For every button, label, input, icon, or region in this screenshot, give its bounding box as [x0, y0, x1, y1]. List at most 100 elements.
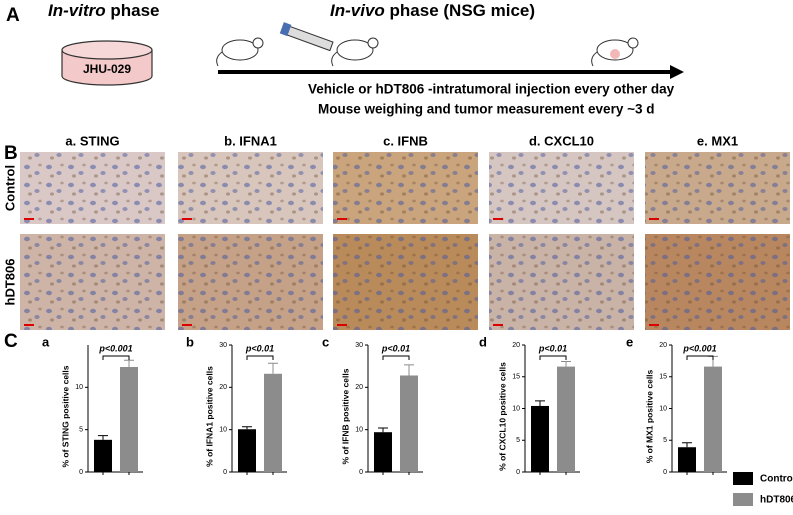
error-bar [124, 359, 134, 368]
bar [238, 429, 256, 472]
p-value: p<0.01 [381, 343, 410, 353]
y-tick-label: 10 [355, 427, 363, 434]
column-label: d. CXCL10 [529, 133, 594, 148]
chart-label: a [42, 334, 50, 349]
error-bar [404, 364, 414, 376]
arrow-head [670, 65, 684, 79]
y-axis-label: % of IFNA1 positive cells [204, 366, 214, 467]
y-tick-label: 10 [659, 405, 667, 412]
y-tick-label: 0 [516, 469, 520, 476]
y-tick-label: 20 [512, 342, 520, 349]
panel-label: A [6, 5, 20, 26]
significance-bracket [686, 355, 714, 360]
bar [400, 375, 418, 472]
scale-bar [337, 218, 347, 220]
error-bar [268, 362, 278, 374]
error-bar [242, 426, 252, 430]
p-value: p<0.001 [98, 343, 132, 353]
bar [704, 366, 722, 472]
bar [374, 432, 392, 472]
mice [216, 37, 639, 67]
y-tick-label: 10 [512, 405, 520, 412]
ihc-texture [645, 234, 790, 330]
ihc-texture [20, 234, 165, 330]
p-value: p<0.01 [245, 343, 274, 353]
y-tick-label: 15 [659, 374, 667, 381]
ihc-texture [333, 152, 478, 224]
ihc-grid: a. STING b. IFNA1 c. IFNB d. CXCL10 e. MX1 Co… [2, 133, 790, 330]
note: Vehicle or hDT806 -intratumoral injectio… [308, 82, 675, 97]
error-bar [561, 361, 571, 367]
column-label: a. STING [65, 133, 119, 148]
y-tick-label: 5 [663, 437, 667, 444]
scale-bar [649, 218, 659, 220]
y-tick-label: 20 [219, 384, 227, 391]
cell-line: JHU-029 [83, 62, 131, 76]
panel-label: C [4, 331, 18, 352]
y-tick-label: 0 [359, 469, 363, 476]
legend-swatch [733, 472, 753, 485]
legend-label: Control [760, 474, 793, 485]
ihc-texture [20, 152, 165, 224]
row-label: hDT806 [2, 259, 17, 306]
bar [120, 367, 138, 472]
error-bar [682, 442, 692, 448]
scale-bar [24, 218, 34, 220]
p-value: p<0.01 [538, 343, 567, 353]
y-axis-label: % of STING positive cells [60, 365, 70, 467]
y-tick-label: 20 [659, 342, 667, 349]
significance-bracket [382, 355, 410, 360]
bar [531, 405, 549, 472]
scale-bar [493, 218, 503, 220]
y-tick-label: 0 [663, 469, 667, 476]
scale-bar [493, 324, 503, 326]
y-tick-label: 30 [219, 342, 227, 349]
scale-bar [182, 218, 192, 220]
y-tick-label: 20 [355, 384, 363, 391]
significance-bracket [539, 355, 567, 360]
in-vitro-title: In-vitro phase [48, 1, 159, 20]
bar [678, 447, 696, 472]
y-axis-label: % of CXCL10 positive cells [497, 362, 507, 471]
ihc-texture [489, 234, 634, 330]
scale-bar [182, 324, 192, 326]
error-bar [98, 435, 108, 440]
y-axis-label: % of MX1 positive cells [644, 369, 654, 463]
dish [61, 40, 153, 86]
legend-swatch [733, 493, 753, 506]
column-label: c. IFNB [383, 133, 428, 148]
error-bar [378, 427, 388, 433]
p-value: p<0.001 [682, 343, 716, 353]
in-vivo-title: In-vivo phase (NSG mice) [330, 1, 535, 20]
bar [557, 366, 575, 472]
bar [94, 439, 112, 472]
chart-label: b [186, 334, 194, 349]
scale-bar [649, 324, 659, 326]
y-tick-label: 0 [223, 469, 227, 476]
y-tick-label: 0 [79, 469, 83, 476]
y-tick-label: 10 [75, 384, 83, 391]
scale-bar [24, 324, 34, 326]
chart-label: c [322, 334, 329, 349]
significance-bracket [246, 355, 274, 360]
y-tick-label: 30 [355, 342, 363, 349]
ihc-texture [333, 234, 478, 330]
chart-label: d [479, 334, 487, 349]
significance-bracket [102, 355, 130, 360]
y-tick-label: 5 [79, 427, 83, 434]
y-axis-label: % of IFNB positive cells [340, 368, 350, 464]
ihc-texture [178, 152, 323, 224]
ihc-texture [178, 234, 323, 330]
ihc-texture [645, 152, 790, 224]
scale-bar [337, 324, 347, 326]
legend-label: hDT806 [760, 495, 793, 506]
ihc-texture [489, 152, 634, 224]
panel-label: B [4, 143, 18, 164]
y-tick-label: 5 [516, 437, 520, 444]
chart-label: e [626, 334, 633, 349]
note: Mouse weighing and tumor measurement eve… [318, 102, 654, 117]
bar [264, 373, 282, 472]
column-label: b. IFNA1 [224, 133, 277, 148]
